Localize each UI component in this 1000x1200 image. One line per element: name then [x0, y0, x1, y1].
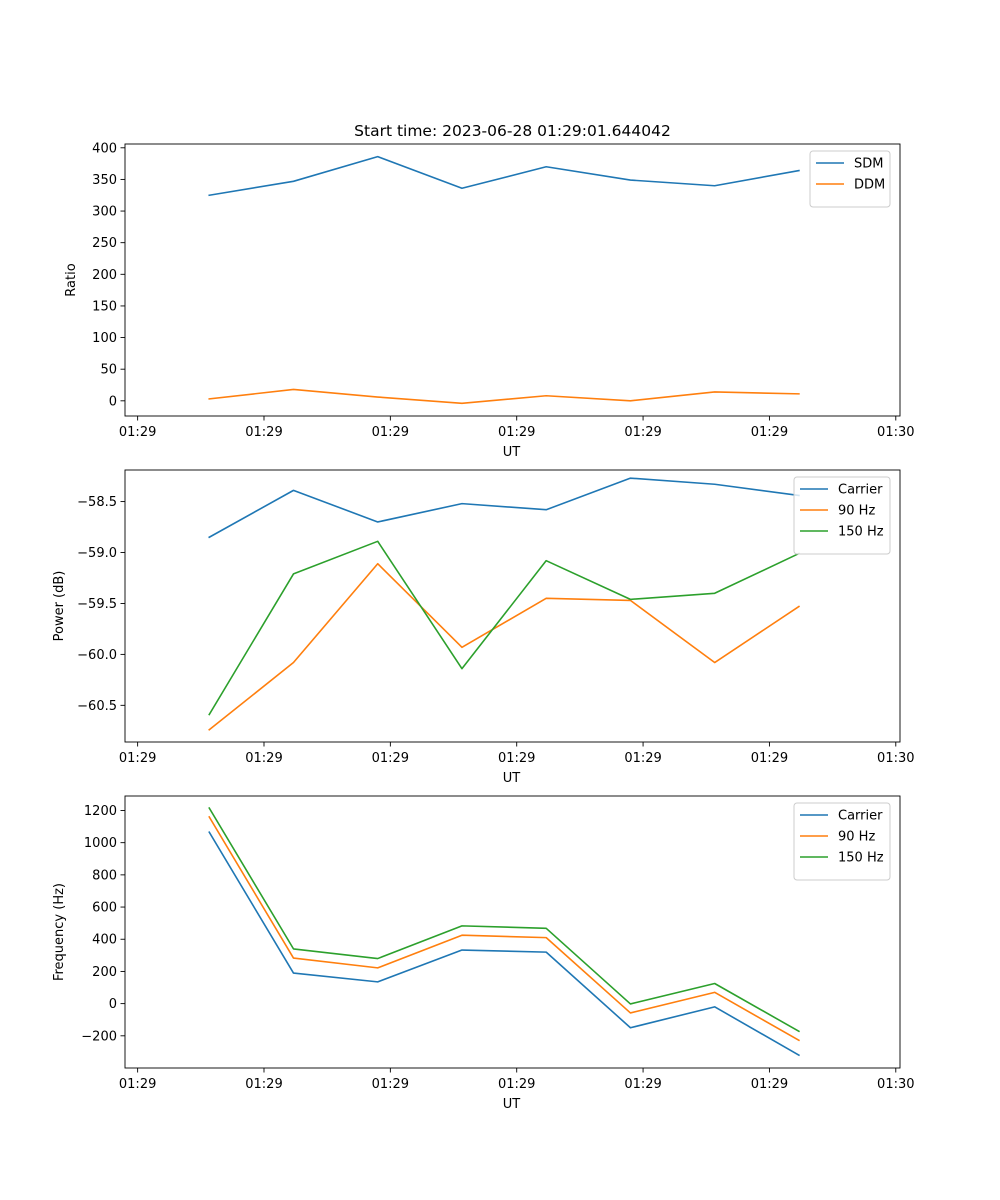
y-tick-label: 200 — [92, 268, 117, 283]
y-axis-label: Power (dB) — [52, 571, 67, 642]
x-tick-label: 01:29 — [751, 751, 788, 766]
chart-title: Start time: 2023-06-28 01:29:01.644042 — [354, 122, 671, 140]
y-tick-label: 200 — [92, 965, 117, 980]
x-tick-label: 01:29 — [372, 425, 409, 440]
y-tick-label: −200 — [81, 1029, 117, 1044]
y-tick-label: 100 — [92, 331, 117, 346]
x-tick-label: 01:29 — [624, 425, 661, 440]
x-tick-label: 01:29 — [498, 1077, 535, 1092]
x-tick-label: 01:29 — [372, 1077, 409, 1092]
series-line-sdm — [208, 155, 800, 197]
legend-entry: 90 Hz — [838, 504, 875, 519]
x-tick-label: 01:29 — [624, 751, 661, 766]
y-tick-label: −58.5 — [77, 495, 117, 510]
series-line-90-hz — [208, 562, 801, 731]
y-tick-label: −60.5 — [77, 699, 117, 714]
plot-frame — [124, 143, 901, 417]
legend-box — [793, 476, 891, 555]
chart-panel-3: 01:29 01:29 01:29 01:29 01:29 01:29 01:30 −200 0… — [52, 795, 915, 1112]
legend-entry: 150 Hz — [838, 525, 884, 540]
x-tick-label: 01:30 — [877, 425, 914, 440]
series-line-150-hz — [208, 540, 800, 716]
x-tick-label: 01:29 — [372, 751, 409, 766]
y-tick-label: 400 — [92, 933, 117, 948]
x-axis-label: UT — [503, 445, 521, 460]
x-tick-label: 01:29 — [245, 425, 282, 440]
legend-entry: 90 Hz — [838, 830, 875, 845]
series-line-carrier — [208, 831, 801, 1057]
chart-panel-1: 01:29 01:29 01:29 01:29 01:29 01:29 01:30 0 50 10… — [64, 122, 915, 460]
series-line-carrier — [208, 477, 800, 539]
x-tick-label: 01:29 — [119, 425, 156, 440]
y-tick-label: −59.5 — [77, 597, 117, 612]
y-axis-label: Ratio — [64, 263, 79, 296]
y-tick-label: 50 — [100, 363, 117, 378]
legend-box — [793, 802, 891, 881]
y-tick-label: 250 — [92, 236, 117, 251]
y-tick-label: 150 — [92, 299, 117, 314]
y-tick-label: −60.0 — [77, 648, 117, 663]
plot-frame — [124, 469, 901, 743]
series-line-90-hz — [208, 815, 801, 1042]
plot-frame — [124, 795, 901, 1069]
series-line-150-hz — [208, 806, 801, 1033]
x-tick-label: 01:29 — [119, 1077, 156, 1092]
legend: Carrier 90 Hz 150 Hz — [793, 476, 891, 555]
y-tick-label: 800 — [92, 868, 117, 883]
legend-entry: SDM — [854, 157, 883, 172]
x-tick-label: 01:29 — [245, 751, 282, 766]
y-tick-label: 300 — [92, 205, 117, 220]
legend-entry: Carrier — [838, 809, 883, 824]
y-tick-label: −59.0 — [77, 546, 117, 561]
chart-panel-2: 01:29 01:29 01:29 01:29 01:29 01:29 01:30 −60.5… — [52, 469, 915, 786]
y-axis-label: Frequency (Hz) — [52, 883, 67, 981]
x-tick-label: 01:29 — [498, 425, 535, 440]
legend-entry: Carrier — [838, 483, 883, 498]
x-tick-label: 01:29 — [751, 425, 788, 440]
x-tick-label: 01:29 — [498, 751, 535, 766]
x-tick-label: 01:29 — [245, 1077, 282, 1092]
series-line-ddm — [208, 388, 800, 405]
y-tick-label: 350 — [92, 173, 117, 188]
y-tick-label: 1000 — [84, 836, 117, 851]
legend-entry: DDM — [854, 178, 885, 193]
x-axis-label: UT — [503, 1097, 521, 1112]
y-tick-label: 0 — [109, 997, 117, 1012]
x-tick-label: 01:30 — [877, 1077, 914, 1092]
y-tick-label: 600 — [92, 901, 117, 916]
legend-box — [809, 150, 891, 208]
legend: SDM DDM — [809, 150, 891, 208]
legend: Carrier 90 Hz 150 Hz — [793, 802, 891, 881]
legend-entry: 150 Hz — [838, 851, 884, 866]
y-tick-label: 1200 — [84, 804, 117, 819]
x-axis-label: UT — [503, 771, 521, 786]
x-tick-label: 01:29 — [119, 751, 156, 766]
y-tick-label: 400 — [92, 141, 117, 156]
x-tick-label: 01:30 — [877, 751, 914, 766]
x-tick-label: 01:29 — [624, 1077, 661, 1092]
x-tick-label: 01:29 — [751, 1077, 788, 1092]
y-tick-label: 0 — [109, 394, 117, 409]
